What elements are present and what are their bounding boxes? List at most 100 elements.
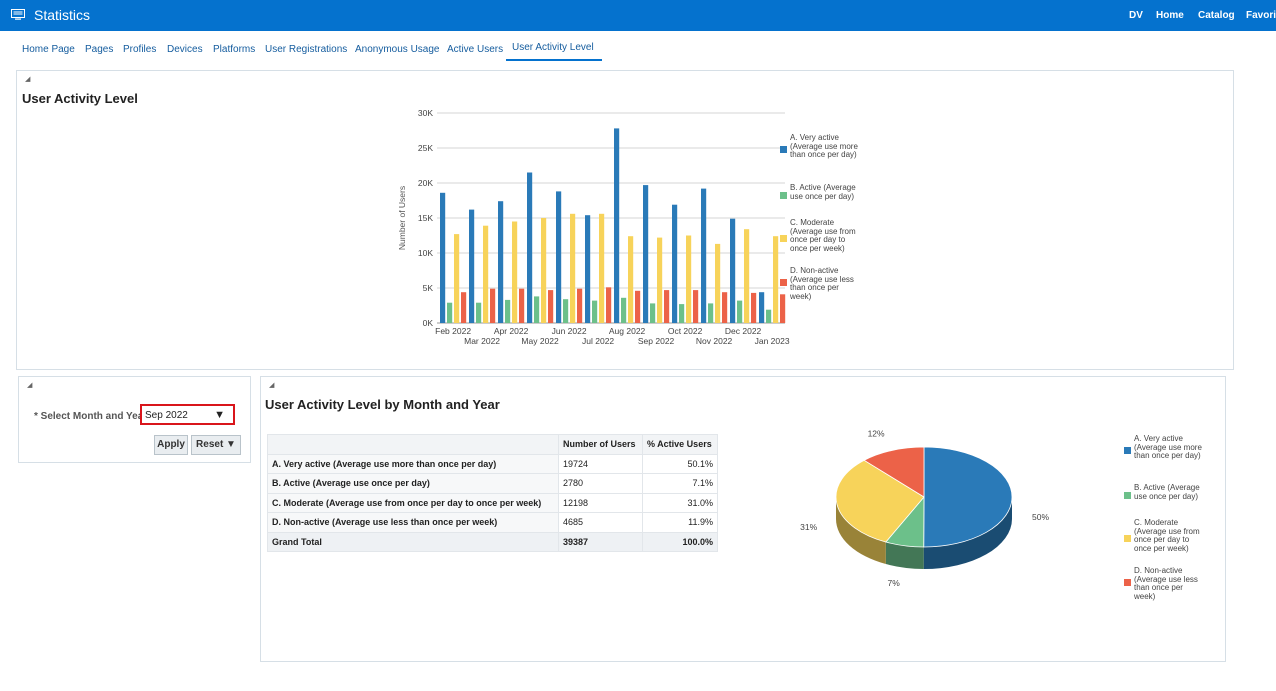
bar — [621, 297, 627, 323]
bar — [592, 300, 598, 323]
row-pct: 11.9% — [642, 512, 718, 533]
tab-user-activity-level[interactable]: User Activity Level — [512, 42, 594, 53]
legend-swatch — [1124, 492, 1131, 499]
bar — [534, 296, 540, 323]
bar — [715, 243, 721, 323]
collapse-icon[interactable]: ◢ — [25, 76, 31, 83]
monitor-icon — [11, 9, 25, 20]
bar — [737, 300, 743, 323]
collapse-icon[interactable]: ◢ — [27, 382, 33, 389]
bar — [759, 292, 765, 323]
collapse-icon[interactable]: ◢ — [269, 382, 275, 389]
legend-swatch — [780, 146, 787, 153]
row-label: B. Active (Average use once per day) — [267, 473, 559, 494]
activity-chart-panel: ◢ User Activity Level 0K 5K 10K 15K 20K 25K 30… — [16, 70, 1234, 370]
pie-slice-label: 50% — [1032, 512, 1049, 522]
pie-slice-side — [836, 497, 886, 565]
bar — [614, 128, 620, 323]
tab-home-page[interactable]: Home Page — [22, 44, 75, 55]
bar — [635, 290, 641, 323]
table-header-row: Number of Users % Active Users — [267, 434, 718, 455]
pie-slice-label: 12% — [868, 429, 885, 439]
legend-item-moderate: C. Moderate (Average use from once per d… — [780, 218, 860, 253]
y-tick-label: 20K — [418, 178, 433, 188]
column-header-users: Number of Users — [558, 434, 643, 455]
tab-user-registrations[interactable]: User Registrations — [265, 44, 348, 55]
bar — [563, 299, 569, 323]
reset-button[interactable]: Reset ▼ — [191, 435, 241, 455]
bar — [577, 288, 583, 323]
top-bar: Statistics DV Home Catalog Favorites — [0, 0, 1276, 31]
nav-link-home[interactable]: Home — [1156, 10, 1184, 21]
x-tick-label: Nov 2022 — [696, 336, 733, 346]
x-tick-label: Oct 2022 — [668, 326, 703, 336]
y-tick-label: 0K — [423, 318, 434, 328]
total-label: Grand Total — [267, 531, 559, 552]
y-tick-label: 5K — [423, 283, 434, 293]
tab-anonymous-usage[interactable]: Anonymous Usage — [355, 44, 440, 55]
legend-item-active: B. Active (Average use once per day) — [1124, 483, 1204, 501]
row-label: C. Moderate (Average use from once per d… — [267, 492, 559, 513]
pie-slice-side — [885, 542, 924, 569]
bar — [447, 302, 453, 323]
tab-active-users[interactable]: Active Users — [447, 44, 504, 55]
bar — [599, 213, 605, 323]
bar — [672, 204, 678, 323]
apply-button[interactable]: Apply — [154, 435, 188, 455]
pie-slice — [835, 459, 925, 543]
month-year-label: * Select Month and Year — [34, 411, 148, 422]
bar — [766, 309, 772, 323]
bar — [490, 288, 496, 323]
table-row: C. Moderate (Average use from once per d… — [267, 492, 718, 513]
bar — [744, 229, 750, 323]
bar — [469, 209, 475, 323]
legend-item-very-active: A. Very active (Average use more than on… — [780, 133, 860, 160]
tab-profiles[interactable]: Profiles — [123, 44, 157, 55]
activity-table: Number of Users % Active Users A. Very a… — [267, 434, 718, 552]
y-tick-label: 10K — [418, 248, 433, 258]
y-tick-label: 30K — [418, 108, 433, 118]
pie-chart-legend: A. Very active (Average use more than on… — [1124, 434, 1214, 605]
legend-item-non-active: D. Non-active (Average use less than onc… — [780, 266, 860, 301]
month-year-select[interactable]: Sep 2022 ▼ — [140, 404, 235, 425]
legend-label: D. Non-active (Average use less than onc… — [1134, 566, 1198, 601]
selected-value: Sep 2022 — [145, 410, 188, 421]
nav-link-dv[interactable]: DV — [1129, 10, 1143, 21]
page-tabs: Home Page Pages Profiles Devices Platfor… — [0, 39, 1276, 63]
total-pct: 100.0% — [642, 531, 718, 552]
bar — [498, 201, 504, 323]
legend-label: C. Moderate (Average use from once per d… — [790, 218, 856, 253]
row-label: A. Very active (Average use more than on… — [267, 453, 559, 474]
bar — [628, 236, 634, 323]
x-tick-label: Mar 2022 — [464, 336, 500, 346]
panel-title: User Activity Level — [22, 91, 138, 106]
legend-item-active: B. Active (Average use once per day) — [780, 183, 860, 201]
tab-devices[interactable]: Devices — [167, 44, 203, 55]
nav-link-favorites[interactable]: Favorites — [1246, 10, 1276, 21]
bar — [505, 299, 511, 323]
legend-swatch — [1124, 447, 1131, 454]
y-tick-label: 25K — [418, 143, 433, 153]
tab-platforms[interactable]: Platforms — [213, 44, 256, 55]
bar — [454, 234, 460, 323]
bar — [606, 287, 612, 323]
legend-item-moderate: C. Moderate (Average use from once per d… — [1124, 518, 1204, 553]
bar — [679, 304, 685, 323]
bar — [585, 215, 591, 323]
legend-swatch — [780, 192, 787, 199]
bar — [527, 172, 533, 323]
tab-pages[interactable]: Pages — [85, 44, 114, 55]
bar-chart: 0K 5K 10K 15K 20K 25K 30K Number of Users Feb 20… — [397, 108, 790, 346]
bar — [512, 221, 518, 323]
column-header-pct: % Active Users — [642, 434, 718, 455]
nav-link-catalog[interactable]: Catalog — [1198, 10, 1235, 21]
row-pct: 31.0% — [642, 492, 718, 513]
bar — [483, 225, 489, 323]
total-users: 39387 — [558, 531, 643, 552]
dropdown-arrow-icon[interactable]: ▼ — [214, 409, 225, 421]
bar — [722, 292, 728, 323]
pie-slice — [923, 446, 1013, 548]
bar — [657, 237, 663, 323]
pie-slice-label: 31% — [800, 522, 817, 532]
bar — [780, 294, 786, 323]
